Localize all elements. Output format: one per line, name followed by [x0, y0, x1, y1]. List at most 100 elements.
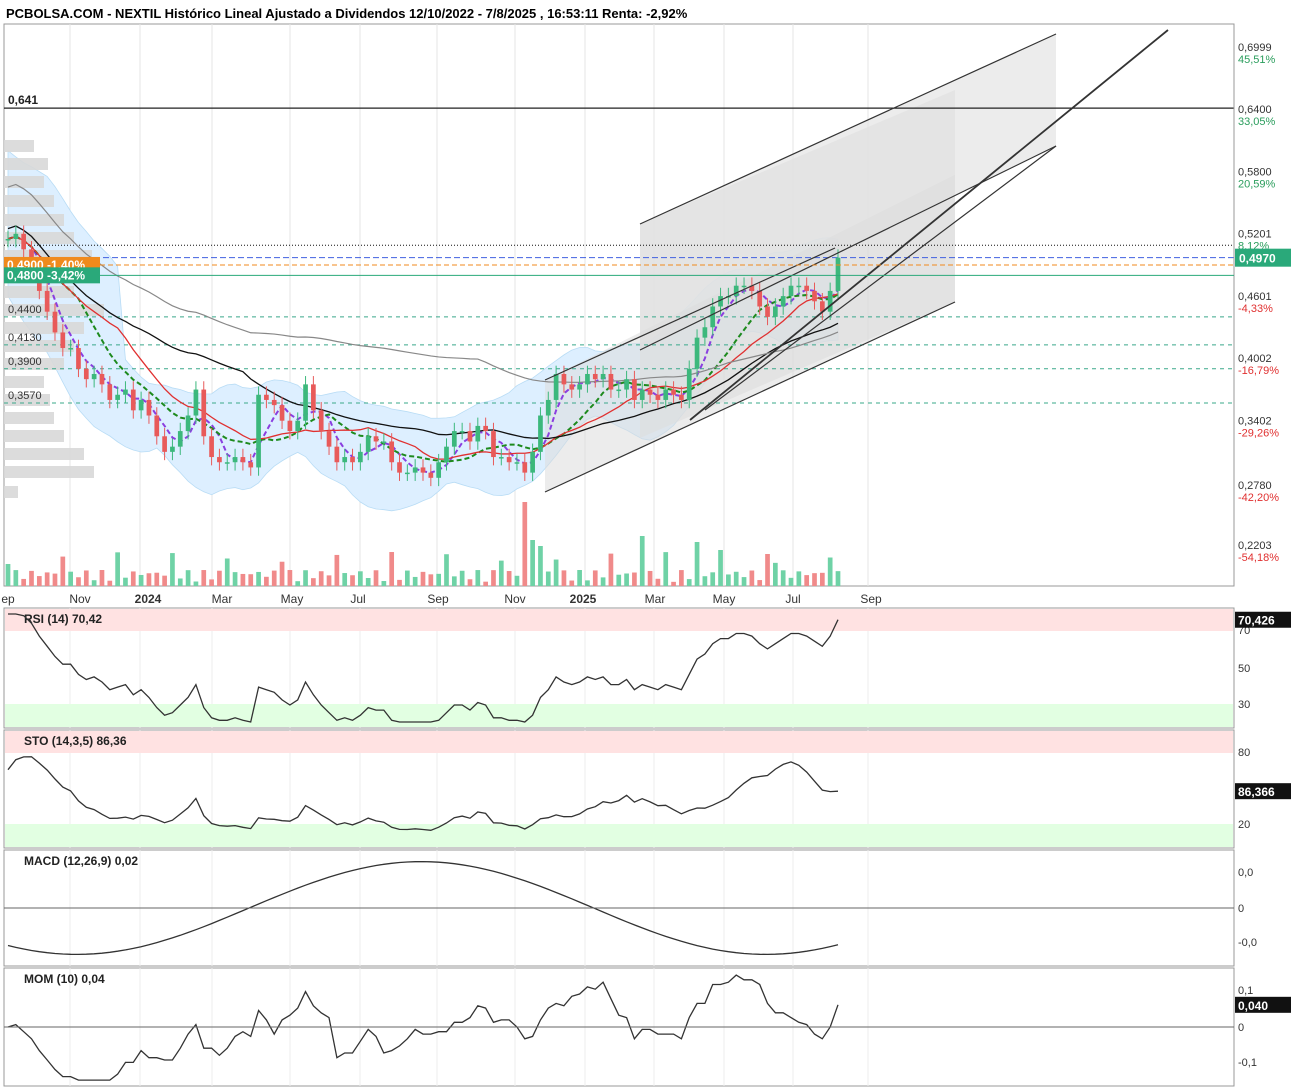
panel-tick: 0,1 [1238, 985, 1253, 997]
candle-body [21, 233, 27, 250]
candle-body [467, 431, 473, 442]
volume-profile-bar [4, 214, 64, 226]
volume-bar [21, 578, 27, 586]
oversold-zone [5, 704, 1233, 727]
candle-body [702, 327, 708, 338]
candle-body [608, 373, 614, 390]
x-tick-label: Mar [645, 592, 666, 606]
volume-bar [710, 572, 716, 586]
volume-bar [185, 570, 191, 586]
panel-last-label: 70,426 [1238, 614, 1275, 628]
level-label: 0,3900 [8, 356, 42, 368]
y-tick-label: 0,4601 [1238, 291, 1272, 303]
volume-profile-bar [4, 304, 104, 316]
volume-bar [91, 580, 97, 586]
volume-bar [350, 575, 355, 586]
volume-bar [804, 575, 810, 586]
candle-body [240, 457, 246, 463]
candle-body [373, 436, 379, 442]
indicator-panels: RSI (14) 70,42 70 50 30 70,426 STO (14,3,5) 8… [3, 607, 1291, 1087]
oversold-zone [5, 824, 1233, 847]
x-tick-label: Sep [860, 592, 882, 606]
volume-bar [827, 557, 833, 586]
volume-profile-bar [4, 358, 64, 370]
candle-body [177, 431, 183, 447]
candle-body [397, 462, 402, 473]
volume-bar [358, 571, 363, 586]
volume-bar [420, 571, 426, 586]
indicator-line [7, 860, 839, 956]
indicator-panel: MOM (10) 0,04 0,1 0 -0,1 0,040 [3, 967, 1291, 1087]
volume-bar [498, 560, 504, 586]
volume-bar [835, 571, 841, 586]
panel-last-label: 0,040 [1238, 999, 1268, 1013]
candle-body [522, 462, 528, 473]
volume-bar [491, 570, 496, 586]
candle-body [812, 290, 817, 302]
y-tick-pct: -29,26% [1238, 428, 1279, 440]
candle-body [13, 233, 19, 239]
candle-body [765, 306, 770, 317]
volume-bar [459, 570, 465, 586]
y-tick-pct: -4,33% [1238, 303, 1273, 315]
volume-bar [123, 577, 128, 586]
candle-body [271, 399, 277, 406]
volume-bar [365, 578, 371, 586]
volume-bar [569, 580, 575, 586]
panel-tick: -0,0 [1238, 937, 1257, 949]
candle-body [115, 394, 120, 400]
volume-bar [718, 550, 723, 586]
y-tick-pct: 33,05% [1238, 116, 1276, 128]
panel-last-badge [1235, 611, 1291, 628]
panel-tick: 30 [1238, 699, 1250, 711]
volume-bar [679, 570, 684, 586]
x-tick-label: Nov [69, 592, 90, 606]
candle-body [585, 373, 590, 385]
volume-profile-bar [4, 486, 18, 498]
candle-body [780, 296, 786, 307]
candle-body [123, 389, 128, 395]
volume-bar [303, 570, 308, 586]
candle-body [710, 306, 716, 328]
candle-body [757, 290, 763, 307]
candle-body [436, 462, 442, 478]
candle-body [459, 431, 465, 433]
volume-bar [99, 570, 105, 586]
volume-bar [107, 580, 113, 586]
candle-body [5, 238, 11, 241]
level-label: 0,4130 [8, 332, 42, 344]
x-tick-label: Nov [504, 592, 525, 606]
volume-bar [44, 572, 50, 586]
candle-body [835, 257, 841, 291]
volume-bar [577, 570, 582, 586]
candle-body [679, 394, 684, 400]
candle-body [444, 446, 449, 463]
candle-body [545, 399, 551, 416]
overbought-zone [5, 609, 1233, 631]
candle-body [248, 462, 254, 468]
candle-body [350, 457, 355, 463]
y-tick-pct: -54,18% [1238, 552, 1279, 564]
trend-channels [545, 34, 1056, 492]
volume-bar [647, 570, 653, 586]
volume-bar [264, 576, 269, 586]
candle-body [491, 431, 496, 458]
y-tick-pct: -42,20% [1238, 492, 1279, 504]
x-tick-label: May [281, 592, 304, 606]
trendline [639, 33, 1057, 225]
volume-profile-bar [4, 340, 74, 352]
level-label: 0,4400 [8, 304, 42, 316]
volume-bar [138, 574, 144, 586]
candle-body [741, 285, 747, 288]
volume-bar [13, 570, 19, 586]
volume-bar [154, 572, 160, 586]
candle-body [162, 436, 167, 452]
panel-title: MACD (12,26,9) 0,02 [24, 854, 138, 868]
volume-bar [240, 573, 246, 586]
candle-body [451, 431, 457, 447]
y-tick-label: 0,5201 [1238, 229, 1272, 241]
y-tick-label: 0,6400 [1238, 104, 1272, 116]
volume-bar [671, 581, 676, 586]
candle-body [733, 285, 739, 297]
